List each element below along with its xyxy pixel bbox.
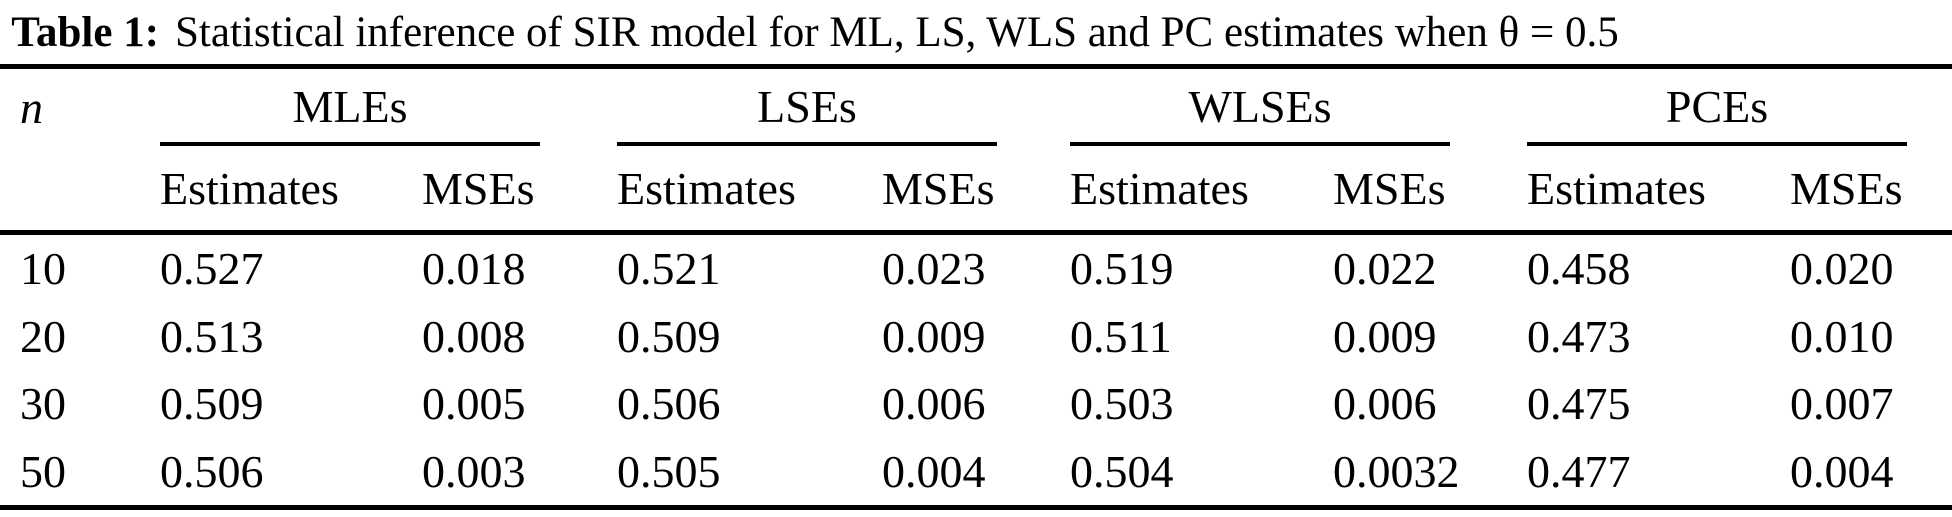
table-caption: Table 1: Statistical inference of SIR mo… xyxy=(0,0,1630,64)
cell-value: 0.008 xyxy=(422,310,526,362)
cell-value: 0.004 xyxy=(882,445,986,497)
cell-n: 30 xyxy=(20,378,66,430)
cell-value: 0.023 xyxy=(882,243,986,295)
cell-value: 0.003 xyxy=(422,445,526,497)
group-header-lses-label: LSEs xyxy=(757,81,857,133)
table-row: 50 0.506 0.003 0.505 0.004 0.504 0.0032 … xyxy=(0,438,1952,506)
cell-value: 0.504 xyxy=(1070,445,1174,497)
cell-value: 0.509 xyxy=(160,378,264,430)
group-header-cell-wlses: WLSEs xyxy=(1070,69,1527,146)
subheader-estimates: Estimates xyxy=(160,162,339,214)
cell-value: 0.511 xyxy=(1070,310,1172,362)
group-header-cell-pces: PCEs xyxy=(1527,69,1952,146)
group-header-mles: MLEs xyxy=(160,81,540,146)
subheader-mses: MSEs xyxy=(422,162,535,214)
cell-n: 20 xyxy=(20,310,66,362)
cell-value: 0.009 xyxy=(1333,310,1437,362)
column-header-n: n xyxy=(20,82,43,133)
table-row: 30 0.509 0.005 0.506 0.006 0.503 0.006 0… xyxy=(0,370,1952,438)
cell-value: 0.004 xyxy=(1790,445,1894,497)
cell-value: 0.475 xyxy=(1527,378,1631,430)
table-group-header-row: n MLEs LSEs WLSEs PCEs xyxy=(0,69,1952,146)
cell-value: 0.506 xyxy=(617,378,721,430)
subheader-spacer xyxy=(0,146,160,230)
subheader-estimates: Estimates xyxy=(1070,162,1249,214)
table-row: 20 0.513 0.008 0.509 0.009 0.511 0.009 0… xyxy=(0,303,1952,371)
cell-value: 0.506 xyxy=(160,445,264,497)
cell-value: 0.513 xyxy=(160,310,264,362)
subheader-mses: MSEs xyxy=(882,162,995,214)
table-subheader-row: Estimates MSEs Estimates MSEs Estimates … xyxy=(0,146,1952,230)
cell-value: 0.503 xyxy=(1070,378,1174,430)
table-bottom-rule xyxy=(0,505,1952,510)
cell-value: 0.0032 xyxy=(1333,445,1460,497)
cell-value: 0.527 xyxy=(160,243,264,295)
cell-value: 0.007 xyxy=(1790,378,1894,430)
cell-value: 0.006 xyxy=(882,378,986,430)
group-header-pces: PCEs xyxy=(1527,81,1907,146)
table-mid-rule xyxy=(0,230,1952,235)
group-header-cell-lses: LSEs xyxy=(617,69,1070,146)
table-row: 10 0.527 0.018 0.521 0.023 0.519 0.022 0… xyxy=(0,235,1952,303)
cell-value: 0.519 xyxy=(1070,243,1174,295)
subheader-mses: MSEs xyxy=(1790,162,1903,214)
table-top-rule xyxy=(0,64,1952,69)
cell-value: 0.005 xyxy=(422,378,526,430)
group-header-lses: LSEs xyxy=(617,81,997,146)
cell-value: 0.521 xyxy=(617,243,721,295)
cell-value: 0.020 xyxy=(1790,243,1894,295)
group-header-wlses-label: WLSEs xyxy=(1188,81,1332,133)
cell-value: 0.458 xyxy=(1527,243,1631,295)
cell-n: 10 xyxy=(20,243,66,295)
cell-value: 0.010 xyxy=(1790,310,1894,362)
group-header-mles-label: MLEs xyxy=(292,81,408,133)
subheader-estimates: Estimates xyxy=(617,162,796,214)
cell-n: 50 xyxy=(20,445,66,497)
cell-value: 0.022 xyxy=(1333,243,1437,295)
subheader-estimates: Estimates xyxy=(1527,162,1706,214)
cell-value: 0.473 xyxy=(1527,310,1631,362)
cell-value: 0.505 xyxy=(617,445,721,497)
cell-value: 0.018 xyxy=(422,243,526,295)
cell-value: 0.006 xyxy=(1333,378,1437,430)
group-header-cell-mles: MLEs xyxy=(160,69,617,146)
group-header-pces-label: PCEs xyxy=(1665,81,1769,133)
subheader-mses: MSEs xyxy=(1333,162,1446,214)
cell-value: 0.009 xyxy=(882,310,986,362)
group-header-wlses: WLSEs xyxy=(1070,81,1450,146)
table-caption-label: Table 1: xyxy=(11,8,160,56)
cell-value: 0.509 xyxy=(617,310,721,362)
table-caption-text: Statistical inference of SIR model for M… xyxy=(175,8,1619,56)
cell-value: 0.477 xyxy=(1527,445,1631,497)
